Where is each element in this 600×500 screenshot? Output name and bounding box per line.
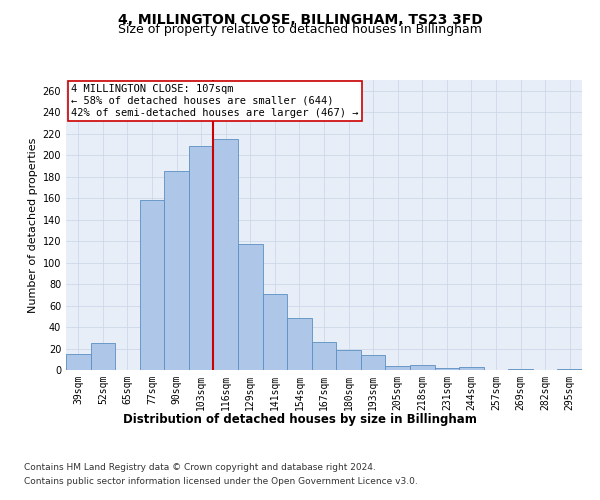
Text: 4 MILLINGTON CLOSE: 107sqm
← 58% of detached houses are smaller (644)
42% of sem: 4 MILLINGTON CLOSE: 107sqm ← 58% of deta… <box>71 84 359 117</box>
Bar <box>557 369 582 370</box>
Bar <box>140 200 164 370</box>
Bar <box>189 146 214 370</box>
Text: Contains HM Land Registry data © Crown copyright and database right 2024.: Contains HM Land Registry data © Crown c… <box>24 462 376 471</box>
Bar <box>287 318 312 370</box>
Bar <box>508 369 533 370</box>
Bar <box>164 172 189 370</box>
Bar <box>385 366 410 370</box>
Text: 4, MILLINGTON CLOSE, BILLINGHAM, TS23 3FD: 4, MILLINGTON CLOSE, BILLINGHAM, TS23 3F… <box>118 12 482 26</box>
Bar <box>410 364 434 370</box>
Bar <box>312 342 336 370</box>
Bar <box>361 355 385 370</box>
Bar <box>214 139 238 370</box>
Bar <box>66 354 91 370</box>
Bar <box>238 244 263 370</box>
Bar <box>263 294 287 370</box>
Y-axis label: Number of detached properties: Number of detached properties <box>28 138 38 312</box>
Text: Distribution of detached houses by size in Billingham: Distribution of detached houses by size … <box>123 412 477 426</box>
Bar <box>336 350 361 370</box>
Bar <box>434 368 459 370</box>
Text: Contains public sector information licensed under the Open Government Licence v3: Contains public sector information licen… <box>24 478 418 486</box>
Text: Size of property relative to detached houses in Billingham: Size of property relative to detached ho… <box>118 22 482 36</box>
Bar <box>459 367 484 370</box>
Bar <box>91 343 115 370</box>
